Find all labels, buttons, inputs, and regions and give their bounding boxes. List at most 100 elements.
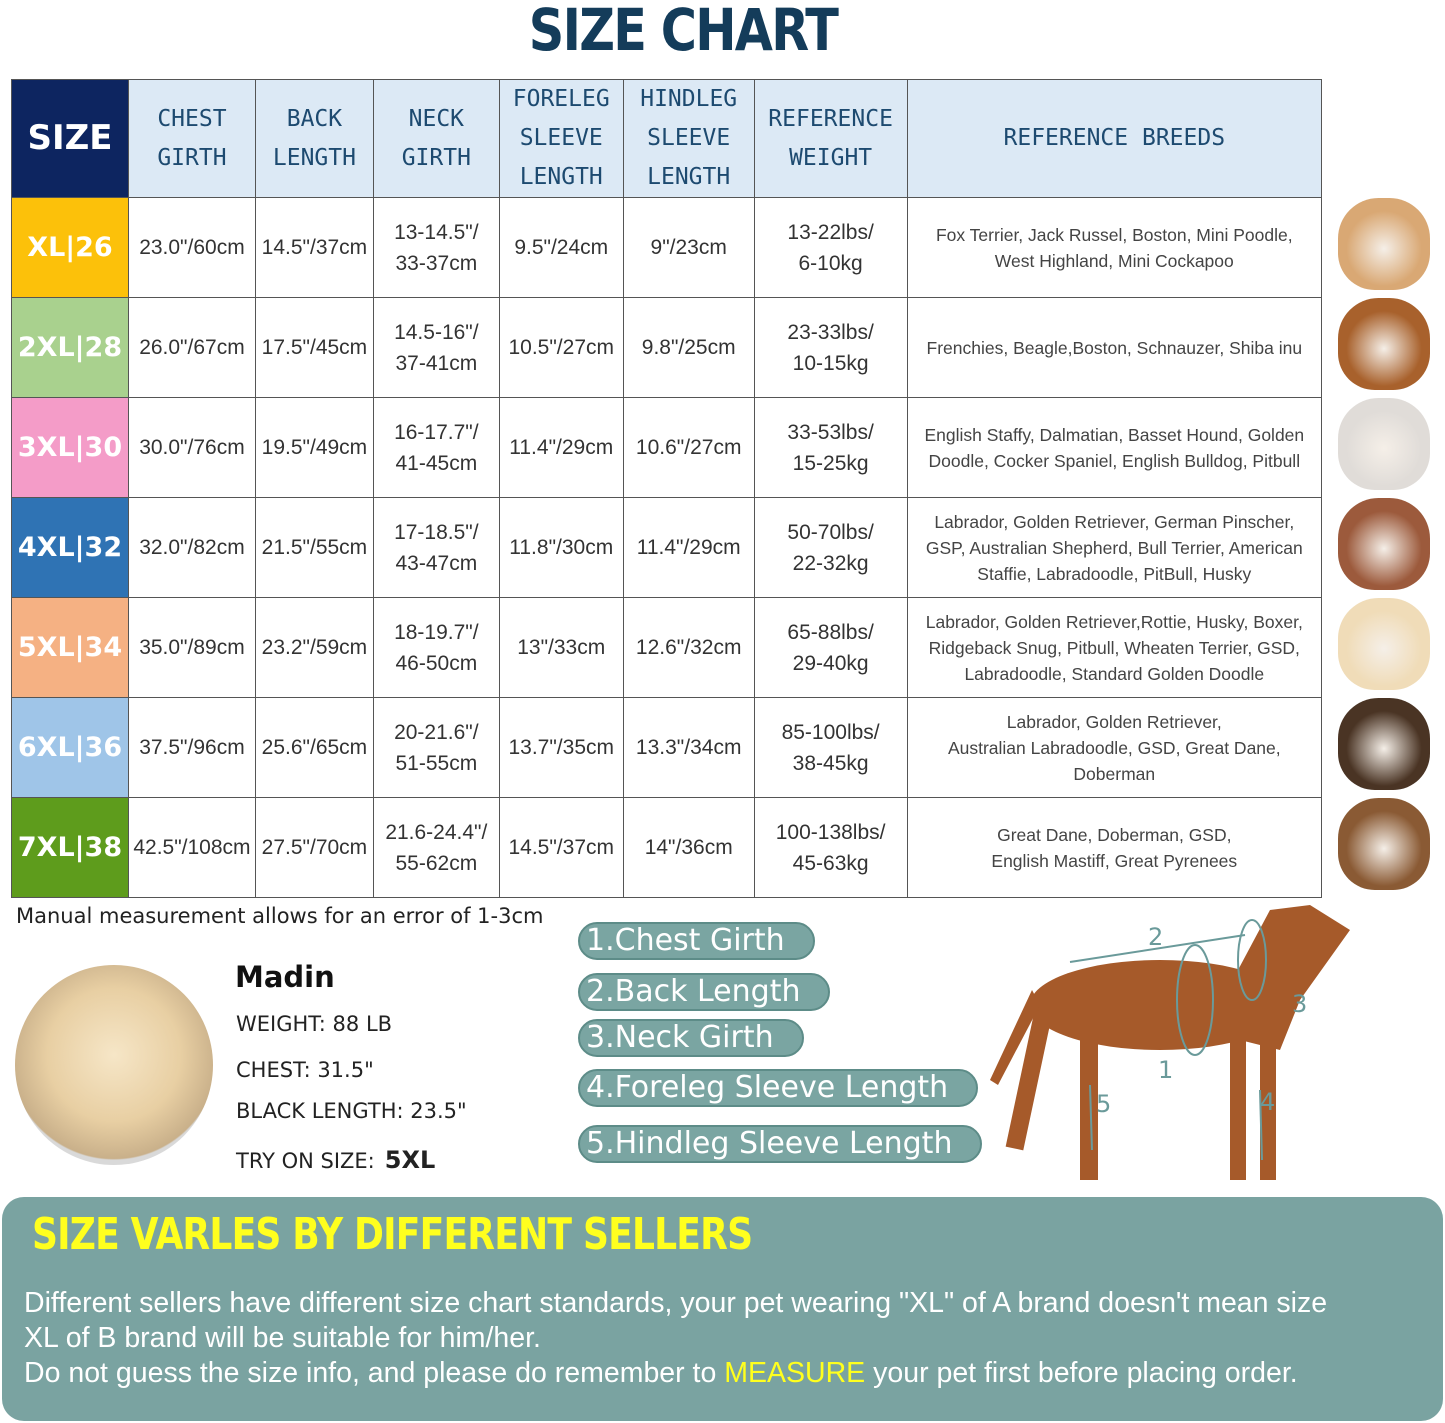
table-row: 7XL|38 42.5"/108cm 27.5"/70cm 21.6-24.4"/ 5… — [11, 797, 1323, 898]
cell-back-length: 14.5"/37cm — [254, 197, 374, 298]
cell-neck-girth: 20-21.6"/ 51-55cm — [372, 697, 500, 798]
cell-back-length: 17.5"/45cm — [254, 297, 374, 398]
try-size-value: 5XL — [384, 1146, 436, 1174]
cell-reference-weight: 13-22lbs/ 6-10kg — [753, 197, 908, 298]
cell-reference-weight: 33-53lbs/ 15-25kg — [753, 397, 908, 498]
cell-hindleg-sleeve-length: 9"/23cm — [622, 197, 755, 298]
cell-reference-weight: 65-88lbs/ 29-40kg — [753, 597, 908, 698]
cell-hindleg-sleeve-length: 12.6"/32cm — [622, 597, 755, 698]
cell-chest-girth: 23.0"/60cm — [127, 197, 256, 298]
header-size: SIZE — [11, 79, 129, 198]
cell-chest-girth: 35.0"/89cm — [127, 597, 256, 698]
table-row: XL|26 23.0"/60cm 14.5"/37cm 13-14.5"/ 33-37… — [11, 197, 1323, 298]
header-reference-weight: REFERENCE WEIGHT — [753, 79, 908, 198]
dog-measurement-diagram: 1 2 3 4 5 — [990, 905, 1350, 1180]
cell-hindleg-sleeve-length: 9.8"/25cm — [622, 297, 755, 398]
measure-hindleg-sleeve: 5.Hindleg Sleeve Length — [578, 1125, 983, 1163]
header-chest-girth: CHEST GIRTH — [127, 79, 256, 198]
cell-hindleg-sleeve-length: 11.4"/29cm — [622, 497, 755, 598]
cell-size: 6XL|36 — [11, 697, 129, 798]
cell-reference-weight: 50-70lbs/ 22-32kg — [753, 497, 908, 598]
header-back-length: BACK LENGTH — [254, 79, 374, 198]
cell-reference-breeds: Great Dane, Doberman, GSD, English Masti… — [906, 797, 1323, 898]
header-neck-girth: NECK GIRTH — [372, 79, 500, 198]
table-row: 6XL|36 37.5"/96cm 25.6"/65cm 20-21.6"/ 51-5… — [11, 697, 1323, 798]
cell-chest-girth: 30.0"/76cm — [127, 397, 256, 498]
header-foreleg-sleeve-length: FORELEG SLEEVE LENGTH — [498, 79, 624, 198]
banner-line-3: Do not guess the size info, and please d… — [24, 1357, 1298, 1390]
cell-neck-girth: 13-14.5"/ 33-37cm — [372, 197, 500, 298]
measure-neck-girth: 3.Neck Girth — [578, 1019, 804, 1057]
cell-hindleg-sleeve-length: 13.3"/34cm — [622, 697, 755, 798]
measure-foreleg-sleeve: 4.Foreleg Sleeve Length — [578, 1069, 979, 1107]
cell-neck-girth: 16-17.7"/ 41-45cm — [372, 397, 500, 498]
cell-reference-weight: 85-100lbs/ 38-45kg — [753, 697, 908, 798]
example-weight: WEIGHT: 88 LB — [236, 1012, 393, 1036]
table-row: 2XL|28 26.0"/67cm 17.5"/45cm 14.5-16"/ 37-4… — [11, 297, 1323, 398]
cell-reference-breeds: Labrador, Golden Retriever, German Pinsc… — [906, 497, 1323, 598]
label-1: 1 — [1158, 1056, 1173, 1084]
banner-title: SIZE VARLES BY DIFFERENT SELLERS — [32, 1209, 753, 1260]
breed-dog-photo — [1338, 698, 1430, 790]
cell-reference-breeds: Frenchies, Beagle,Boston, Schnauzer, Shi… — [906, 297, 1323, 398]
cell-foreleg-sleeve-length: 11.8"/30cm — [498, 497, 624, 598]
label-2: 2 — [1148, 923, 1163, 951]
measure-back-length: 2.Back Length — [578, 973, 831, 1011]
example-back-length: BLACK LENGTH: 23.5" — [236, 1099, 467, 1123]
example-dog-photo — [15, 965, 213, 1165]
breed-dog-photo — [1338, 598, 1430, 690]
header-reference-breeds: REFERENCE BREEDS — [906, 79, 1323, 198]
cell-size: 3XL|30 — [11, 397, 129, 498]
header-hindleg-sleeve-length: HINDLEG SLEEVE LENGTH — [622, 79, 755, 198]
page-title: SIZE CHART — [528, 0, 839, 64]
cell-size: XL|26 — [11, 197, 129, 298]
label-3: 3 — [1292, 990, 1307, 1018]
try-size-label: TRY ON SIZE: — [236, 1149, 375, 1173]
cell-neck-girth: 17-18.5"/ 43-47cm — [372, 497, 500, 598]
cell-chest-girth: 26.0"/67cm — [127, 297, 256, 398]
cell-chest-girth: 32.0"/82cm — [127, 497, 256, 598]
cell-neck-girth: 21.6-24.4"/ 55-62cm — [372, 797, 500, 898]
cell-foreleg-sleeve-length: 10.5"/27cm — [498, 297, 624, 398]
size-chart-table: SIZE CHEST GIRTH BACK LENGTH NECK GIRTH FORE… — [11, 79, 1323, 898]
cell-back-length: 23.2"/59cm — [254, 597, 374, 698]
banner-line-2: XL of B brand will be suitable for him/h… — [24, 1322, 541, 1354]
cell-back-length: 21.5"/55cm — [254, 497, 374, 598]
cell-reference-weight: 100-138lbs/ 45-63kg — [753, 797, 908, 898]
cell-size: 5XL|34 — [11, 597, 129, 698]
example-dog-name: Madin — [235, 960, 335, 994]
cell-hindleg-sleeve-length: 10.6"/27cm — [622, 397, 755, 498]
cell-foreleg-sleeve-length: 13.7"/35cm — [498, 697, 624, 798]
breed-dog-photo — [1338, 298, 1430, 390]
example-try-size: TRY ON SIZE: 5XL — [236, 1146, 435, 1174]
dog-silhouette — [990, 905, 1350, 1180]
measurement-note: Manual measurement allows for an error o… — [16, 904, 544, 928]
breed-dog-photo — [1338, 198, 1430, 290]
banner-line-1: Different sellers have different size ch… — [24, 1287, 1328, 1319]
cell-reference-weight: 23-33lbs/ 10-15kg — [753, 297, 908, 398]
header-row: SIZE CHEST GIRTH BACK LENGTH NECK GIRTH FORE… — [11, 79, 1323, 198]
cell-neck-girth: 14.5-16"/ 37-41cm — [372, 297, 500, 398]
label-4: 4 — [1260, 1088, 1275, 1116]
table-row: 3XL|30 30.0"/76cm 19.5"/49cm 16-17.7"/ 41-4… — [11, 397, 1323, 498]
cell-reference-breeds: English Staffy, Dalmatian, Basset Hound,… — [906, 397, 1323, 498]
measure-highlight: MEASURE — [724, 1357, 866, 1389]
banner-line-3-start: Do not guess the size info, and please d… — [24, 1357, 725, 1389]
cell-reference-breeds: Labrador, Golden Retriever,Rottie, Husky… — [906, 597, 1323, 698]
table-row: 5XL|34 35.0"/89cm 23.2"/59cm 18-19.7"/ 46-5… — [11, 597, 1323, 698]
breed-dog-photo — [1338, 498, 1430, 590]
cell-chest-girth: 37.5"/96cm — [127, 697, 256, 798]
example-chest: CHEST: 31.5" — [236, 1058, 374, 1082]
cell-size: 2XL|28 — [11, 297, 129, 398]
cell-reference-breeds: Fox Terrier, Jack Russel, Boston, Mini P… — [906, 197, 1323, 298]
breed-dog-photo — [1338, 798, 1430, 890]
cell-hindleg-sleeve-length: 14"/36cm — [622, 797, 755, 898]
label-5: 5 — [1096, 1090, 1111, 1118]
cell-chest-girth: 42.5"/108cm — [127, 797, 256, 898]
cell-foreleg-sleeve-length: 9.5"/24cm — [498, 197, 624, 298]
cell-back-length: 19.5"/49cm — [254, 397, 374, 498]
banner-line-3-end: your pet first before placing order. — [865, 1357, 1298, 1389]
breed-dog-photo — [1338, 398, 1430, 490]
cell-foreleg-sleeve-length: 11.4"/29cm — [498, 397, 624, 498]
table-row: 4XL|32 32.0"/82cm 21.5"/55cm 17-18.5"/ 43-4… — [11, 497, 1323, 598]
